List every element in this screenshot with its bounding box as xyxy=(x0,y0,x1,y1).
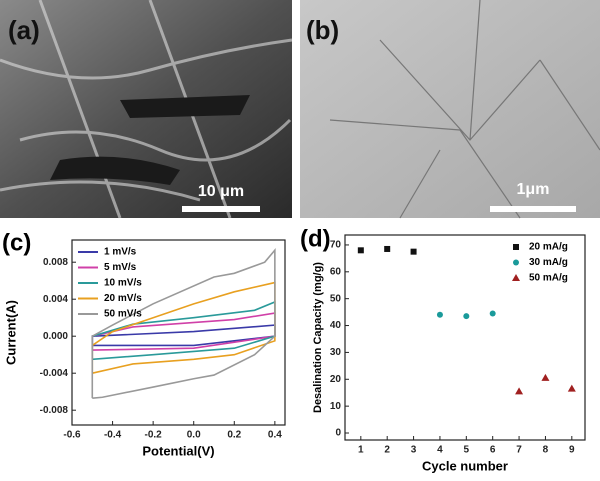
y-tick-label: 40 xyxy=(330,320,342,331)
y-tick-label: 0.004 xyxy=(43,294,68,305)
legend-label: 20 mV/s xyxy=(104,293,142,304)
point xyxy=(541,373,550,381)
y-tick-label: -0.004 xyxy=(40,368,69,379)
legend-label: 1 mV/s xyxy=(104,247,137,258)
x-tick-label: 0.0 xyxy=(187,430,201,441)
panel-label: (b) xyxy=(306,15,339,45)
legend-swatch xyxy=(513,259,519,266)
y-tick-label: 0.000 xyxy=(43,331,68,342)
y-tick-label: 30 xyxy=(330,347,342,358)
x-tick-label: -0.4 xyxy=(104,430,122,441)
cv-curve xyxy=(91,281,276,374)
plot-frame xyxy=(344,234,586,441)
x-axis-label: Potential(V) xyxy=(142,443,214,458)
scale-bar-label: 10 μm xyxy=(198,183,244,200)
panel-label: (a) xyxy=(8,15,40,45)
x-tick-label: 5 xyxy=(464,445,470,456)
legend-label: 20 mA/g xyxy=(529,242,568,253)
legend-label: 10 mV/s xyxy=(104,278,142,289)
x-tick-label: 3 xyxy=(411,445,417,456)
dark-gaps xyxy=(50,95,250,185)
point xyxy=(357,247,364,254)
y-tick-label: 60 xyxy=(330,266,342,277)
y-axis-label: Desalination Capacity (mg/g) xyxy=(312,262,324,413)
scale-bar xyxy=(490,206,576,212)
x-tick-label: 0.4 xyxy=(268,430,282,441)
y-tick-label: 0 xyxy=(335,428,341,439)
x-tick-label: 8 xyxy=(543,445,549,456)
y-axis-label: Current(A) xyxy=(3,300,18,365)
x-tick-label: 0.2 xyxy=(227,430,241,441)
x-tick-label: -0.2 xyxy=(145,430,163,441)
sheet-edges xyxy=(329,0,600,219)
legend-swatch xyxy=(513,244,519,250)
legend-swatch xyxy=(512,274,520,281)
panel-label: (c) xyxy=(2,229,31,256)
y-tick-label: -0.008 xyxy=(40,405,69,416)
legend-label: 50 mA/g xyxy=(529,273,568,284)
y-tick-label: 20 xyxy=(330,374,342,385)
cv-curve xyxy=(91,247,276,399)
x-tick-label: 2 xyxy=(384,445,390,456)
x-tick-label: -0.6 xyxy=(63,430,81,441)
y-tick-label: 0.008 xyxy=(43,257,68,268)
panel-a: (a) 10 μm xyxy=(0,0,293,219)
y-tick-label: 50 xyxy=(330,293,342,304)
x-tick-label: 4 xyxy=(437,445,443,456)
panel-label: (d) xyxy=(300,225,331,252)
x-tick-label: 7 xyxy=(516,445,522,456)
point xyxy=(410,248,417,255)
panel-b: (b) 1μm xyxy=(300,0,600,219)
point xyxy=(567,384,576,392)
point xyxy=(384,245,391,252)
sheet-folds xyxy=(0,0,293,219)
y-tick-label: 70 xyxy=(330,240,342,251)
scale-bar-label: 1μm xyxy=(517,181,550,198)
x-tick-label: 9 xyxy=(569,445,575,456)
x-tick-label: 1 xyxy=(358,445,364,456)
legend-label: 50 mV/s xyxy=(104,309,142,320)
point xyxy=(436,311,443,318)
point xyxy=(489,310,496,317)
y-tick-label: 10 xyxy=(330,401,342,412)
x-tick-label: 6 xyxy=(490,445,496,456)
x-axis-label: Cycle number xyxy=(422,458,508,473)
legend-label: 5 mV/s xyxy=(104,262,137,273)
plot-frame xyxy=(71,239,286,426)
legend-label: 30 mA/g xyxy=(529,257,568,268)
scale-bar xyxy=(182,206,260,212)
cv-curve xyxy=(91,300,276,361)
point xyxy=(463,313,470,320)
tem-image xyxy=(300,0,600,218)
point xyxy=(515,387,524,395)
